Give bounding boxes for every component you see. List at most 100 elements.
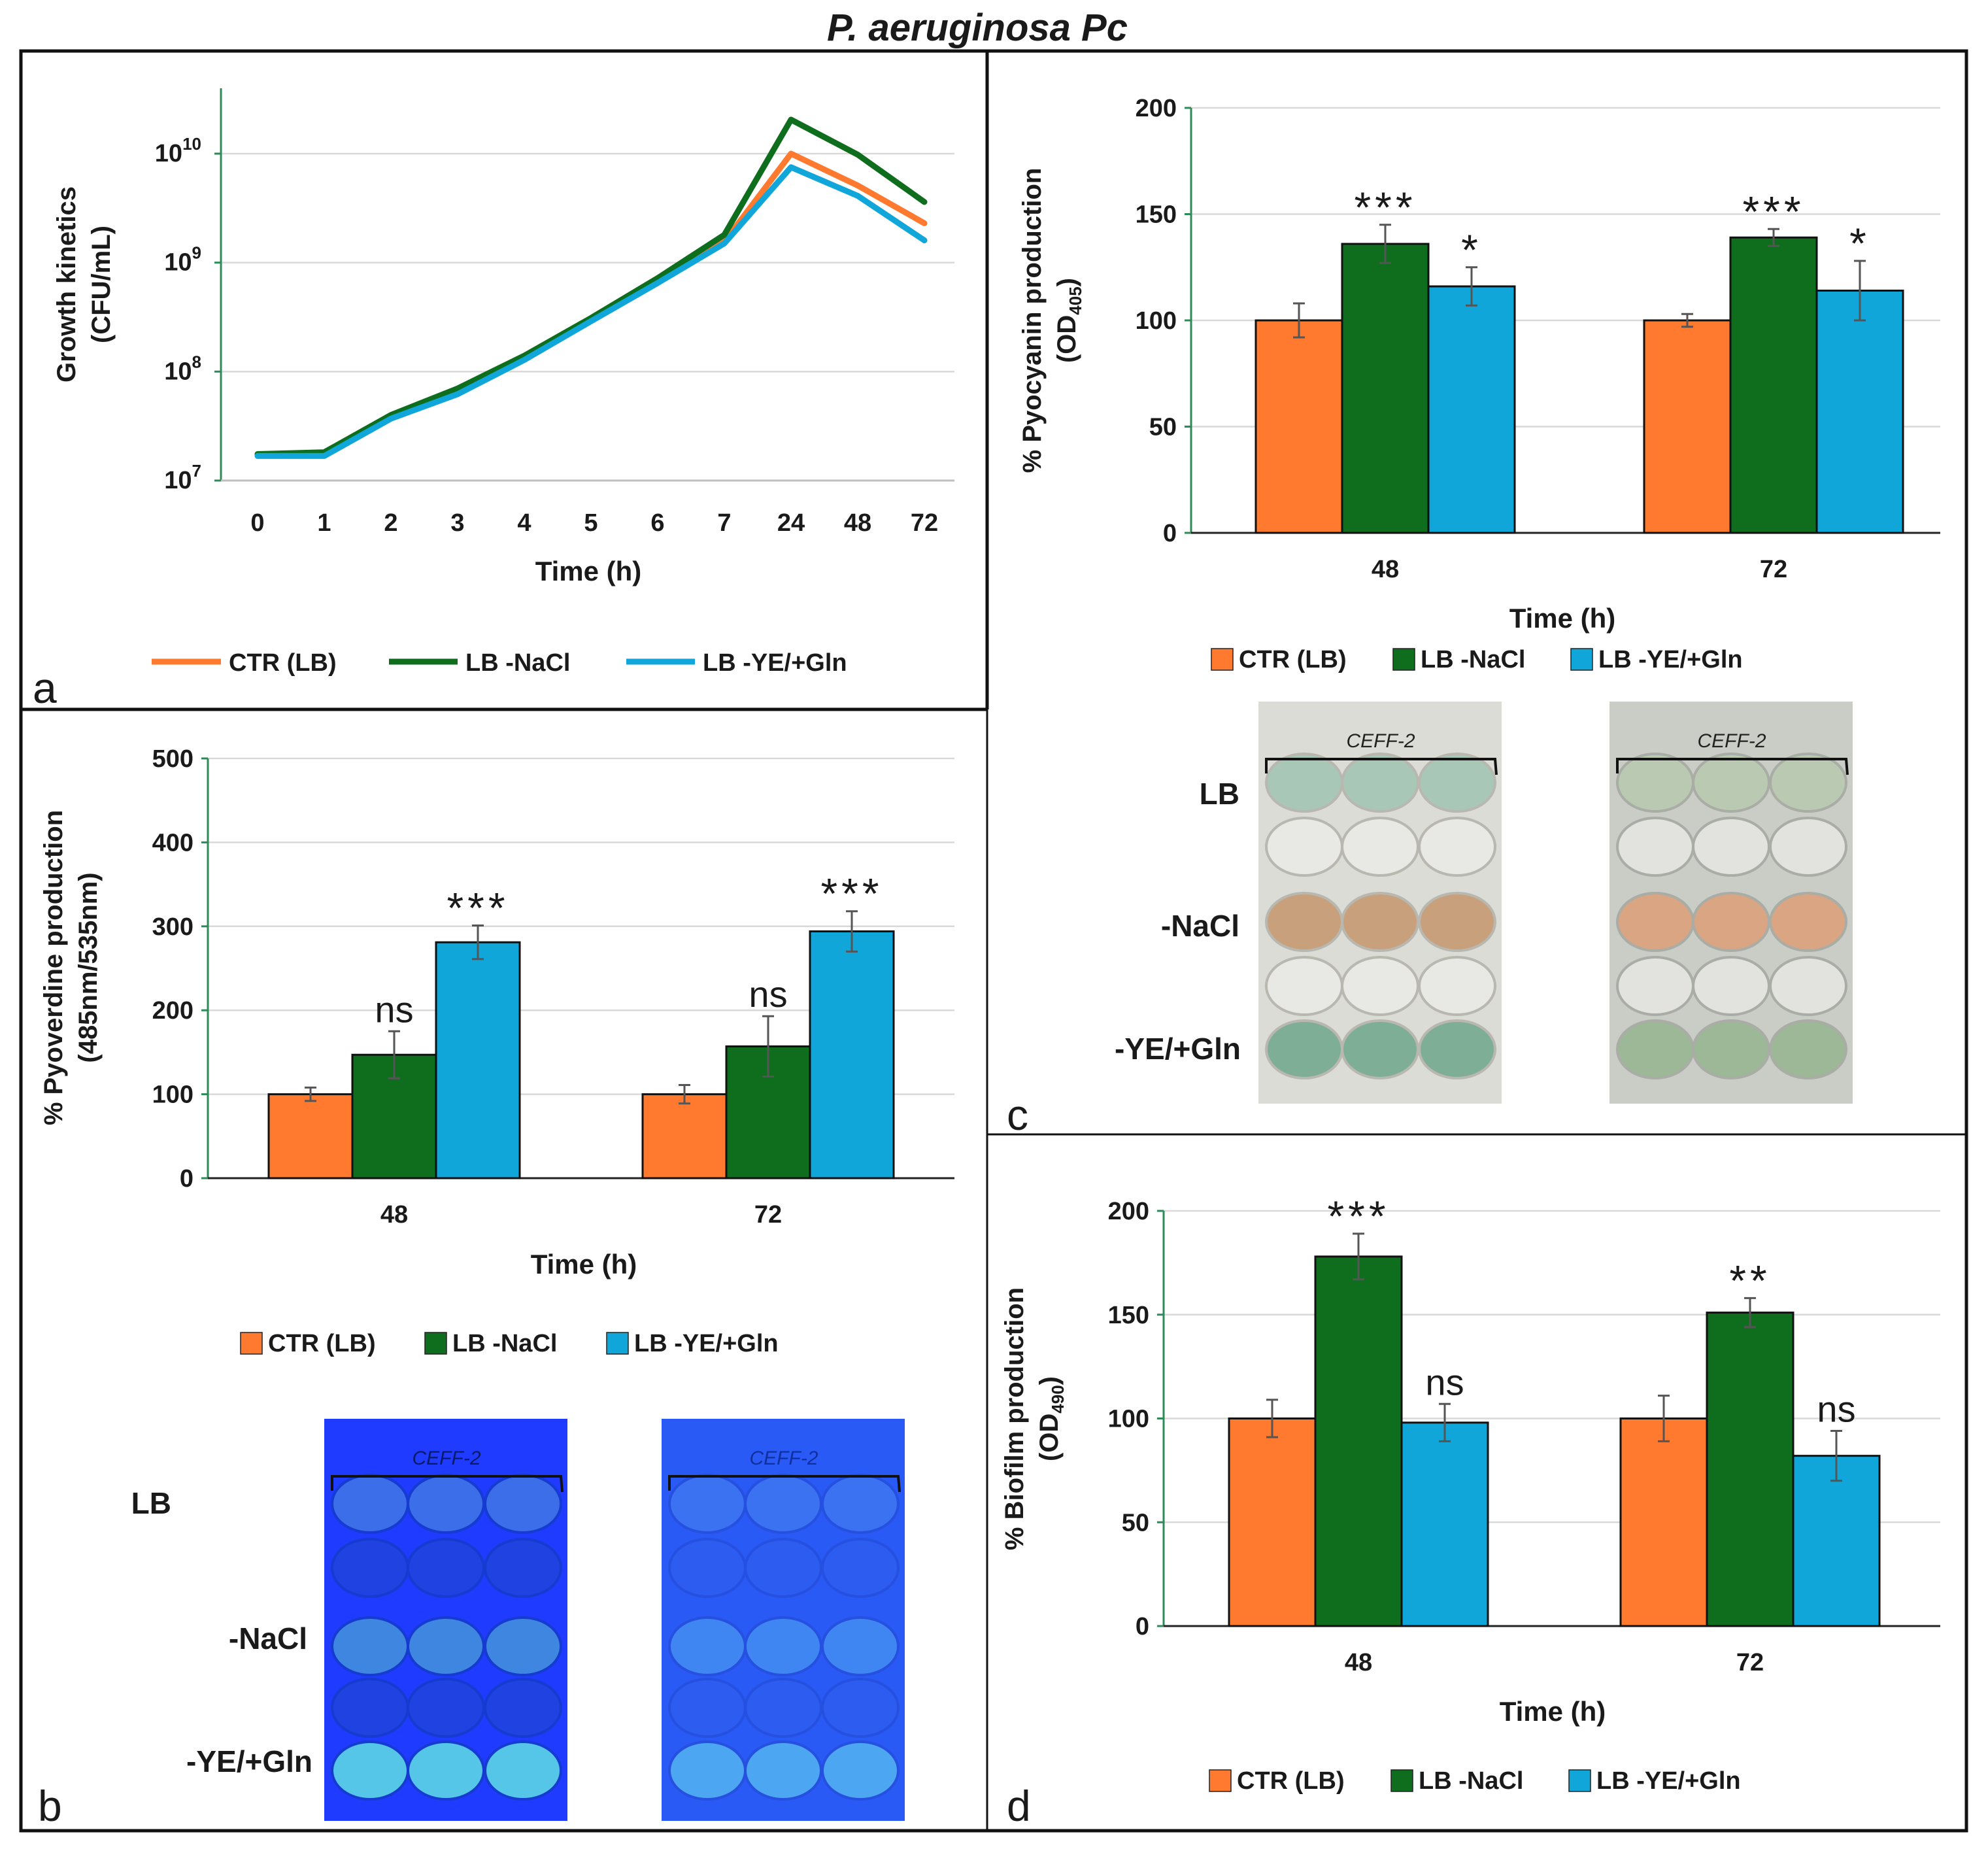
c-plate-right-marker-line <box>1616 758 1849 775</box>
c-plate-left-writing: CEFF-2 <box>1347 730 1415 752</box>
b-legend-nacl-swatch <box>424 1332 447 1355</box>
d-ylabel-line1: % Biofilm production <box>1000 1287 1029 1550</box>
a-xtick-label: 48 <box>844 509 871 537</box>
b-plate-right-well <box>668 1616 747 1676</box>
a-ytick-exp: 8 <box>192 352 201 371</box>
a-legend: CTR (LB) LB -NaCl LB -YE/+Gln <box>152 649 847 677</box>
d-ytick-label: 50 <box>1122 1509 1149 1536</box>
panel-d-biofilm: 0 50 100 150 200 *** ns ** ns 48 72 % Biofilm pr… <box>1000 1192 1940 1830</box>
figure-title: P. aeruginosa Pc <box>827 7 1128 49</box>
c-plate-left: CEFF-2 <box>1258 702 1502 1104</box>
d-ytick-label: 0 <box>1136 1613 1149 1640</box>
a-legend-ctr-label: CTR (LB) <box>229 649 337 677</box>
d-ytick-label: 150 <box>1108 1302 1149 1329</box>
c-ylabel-main: (OD <box>1053 315 1081 363</box>
d-legend-ye-label: LB -YE/+Gln <box>1596 1767 1741 1795</box>
c-legend-ctr-label: CTR (LB) <box>1239 646 1347 673</box>
d-bar-ctr <box>1228 1417 1317 1627</box>
c-plate-right-well <box>1616 1019 1694 1079</box>
b-plate-left-writing: CEFF-2 <box>413 1448 481 1469</box>
c-legend: CTR (LB) LB -NaCl LB -YE/+Gln <box>1211 646 1743 673</box>
b-sig-label: *** <box>820 870 883 918</box>
b-ytick-label: 300 <box>152 913 194 941</box>
b-plate-left-well <box>407 1474 485 1534</box>
c-plate-right-well <box>1769 956 1847 1016</box>
c-ylabel-sub: 405 <box>1066 286 1085 314</box>
c-bars <box>1255 236 1904 534</box>
a-ytick-exp: 9 <box>192 243 201 263</box>
a-xlabel: Time (h) <box>535 556 642 586</box>
c-y-ticks: 0 50 100 150 200 <box>1136 95 1191 547</box>
a-xtick-label: 7 <box>717 509 731 537</box>
b-plate-right-well <box>744 1740 822 1801</box>
a-ytick-label: 107 <box>164 461 201 494</box>
b-plate-left-well <box>407 1678 485 1738</box>
a-xtick-label: 72 <box>911 509 938 537</box>
c-plate-left-well <box>1341 753 1419 813</box>
c-ytick-label: 50 <box>1149 414 1177 441</box>
c-legend-ye-swatch <box>1570 648 1593 671</box>
d-bars <box>1228 1255 1881 1627</box>
a-ytick-base: 10 <box>164 249 192 277</box>
a-ylabel-line1: Growth kinetics <box>52 186 81 382</box>
c-sig-label: *** <box>1742 187 1804 235</box>
c-plate-right-well <box>1769 892 1847 952</box>
a-xtick-label: 3 <box>450 509 464 537</box>
b-legend-ye-label: LB -YE/+Gln <box>634 1330 779 1357</box>
c-legend-ctr-swatch <box>1211 648 1234 671</box>
b-bars <box>267 930 895 1179</box>
b-legend-ctr-swatch <box>240 1332 263 1355</box>
d-bar-ye <box>1400 1421 1489 1627</box>
c-plate-left-well <box>1418 956 1496 1016</box>
c-plate-right-well <box>1769 817 1847 877</box>
c-plate-right-well <box>1692 1019 1770 1079</box>
c-sig-label: * <box>1461 226 1482 274</box>
c-xlabel: Time (h) <box>1509 603 1616 634</box>
b-plate-left-well <box>407 1538 485 1598</box>
b-plate-left-well <box>484 1740 562 1801</box>
c-bar-ctr <box>1255 319 1343 534</box>
panel-label-b: b <box>38 1782 62 1830</box>
c-plate-right-well <box>1616 892 1694 952</box>
c-plate-left-well <box>1265 817 1343 877</box>
b-plate-right-well <box>668 1678 747 1738</box>
c-plate-left-well <box>1265 892 1343 952</box>
c-row-label-lb: LB <box>1200 777 1239 811</box>
c-ytick-label: 0 <box>1163 520 1177 547</box>
b-plate-left-well <box>331 1678 409 1738</box>
b-plate-left-well <box>331 1740 409 1801</box>
d-bar-nacl <box>1314 1255 1403 1627</box>
panel-label-d: d <box>1007 1782 1031 1830</box>
d-sig-label: ** <box>1729 1256 1770 1304</box>
c-plate-right-writing: CEFF-2 <box>1698 730 1766 752</box>
b-plate-left: CEFF-2 <box>324 1419 567 1821</box>
d-sig-label: ns <box>1817 1389 1855 1430</box>
b-plate-right-well <box>821 1678 900 1738</box>
a-ytick-base: 10 <box>164 467 192 494</box>
d-ytick-label: 200 <box>1108 1198 1149 1225</box>
b-plate-right-well <box>744 1538 822 1598</box>
a-xtick-label: 6 <box>650 509 664 537</box>
b-plate-right-well <box>821 1474 900 1534</box>
c-significance: ******** <box>1354 183 1870 274</box>
c-plate-right: CEFF-2 <box>1609 702 1853 1104</box>
d-xtick-label: 72 <box>1736 1649 1764 1676</box>
b-sig-label: ns <box>375 989 413 1030</box>
c-plate-right-well <box>1616 753 1694 813</box>
d-x-ticks: 48 72 <box>1345 1649 1764 1676</box>
c-x-ticks: 48 72 <box>1372 556 1787 583</box>
c-plate-right-well <box>1769 1019 1847 1079</box>
b-bar-ctr <box>267 1093 354 1179</box>
d-legend-ye-swatch <box>1568 1769 1591 1792</box>
c-ylabel-close: ) <box>1053 278 1081 286</box>
d-legend-nacl-swatch <box>1390 1769 1413 1792</box>
b-plate-right-well <box>744 1474 822 1534</box>
c-sig-label: * <box>1849 219 1870 267</box>
c-plate-left-well <box>1341 1019 1419 1079</box>
a-line-ctr <box>254 150 928 459</box>
a-ytick-base: 10 <box>155 140 182 167</box>
c-plate-right-well <box>1692 892 1770 952</box>
b-plate-right-well <box>668 1740 747 1801</box>
d-ylabel-line2: (OD490) <box>1035 1376 1068 1461</box>
c-ytick-label: 100 <box>1136 307 1177 335</box>
